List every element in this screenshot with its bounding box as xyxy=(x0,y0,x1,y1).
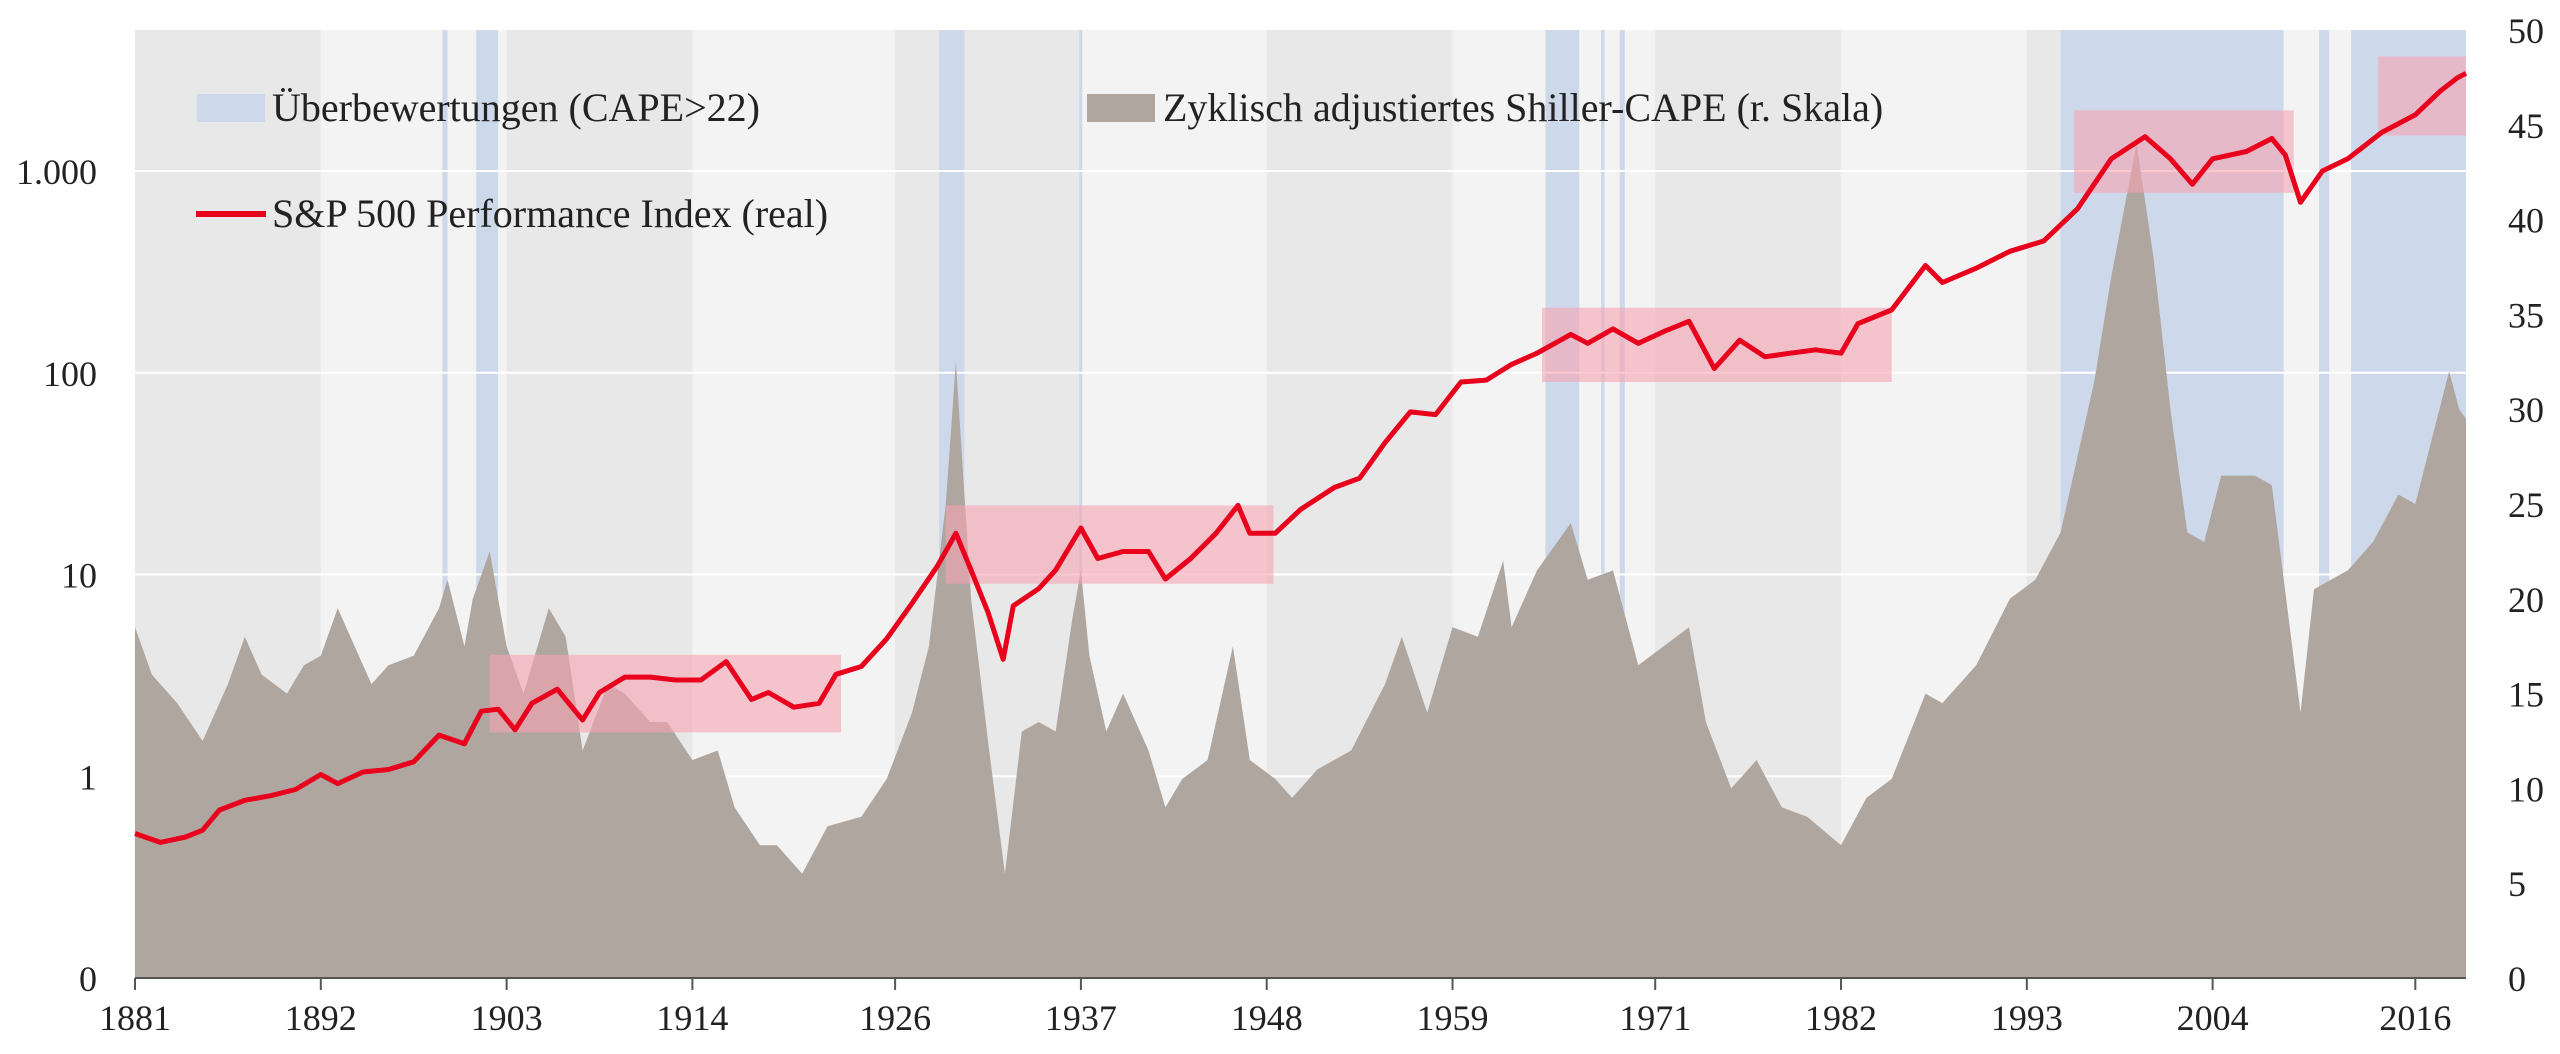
x-tick-label: 2016 xyxy=(2379,998,2451,1038)
sp500-series xyxy=(134,71,2468,845)
legend-swatch-cape xyxy=(1087,94,1155,122)
right-tick-label: 10 xyxy=(2508,769,2544,809)
cape-series xyxy=(135,143,2466,979)
overvaluation-band xyxy=(1619,30,1625,978)
cape-area xyxy=(135,143,2466,979)
legend-label-overvaluation: Überbewertungen (CAPE>22) xyxy=(272,85,760,130)
right-tick-label: 0 xyxy=(2508,959,2526,999)
x-tick-label: 2004 xyxy=(2177,998,2249,1038)
left-tick-label: 1 xyxy=(79,757,97,797)
legend: Überbewertungen (CAPE>22) Zyklisch adjus… xyxy=(196,85,1883,236)
right-tick-label: 30 xyxy=(2508,390,2544,430)
right-tick-label: 20 xyxy=(2508,580,2544,620)
left-tick-label: 0 xyxy=(79,959,97,999)
x-tick-label: 1971 xyxy=(1619,998,1691,1038)
left-tick-label: 1.000 xyxy=(16,152,97,192)
sideways-phase-box xyxy=(2378,56,2466,136)
left-tick-label: 100 xyxy=(43,354,97,394)
sideways-phase-boxes xyxy=(489,56,2466,733)
x-tick-label: 1993 xyxy=(1991,998,2063,1038)
legend-swatch-overvaluation xyxy=(197,94,265,122)
right-tick-label: 15 xyxy=(2508,675,2544,715)
overvaluation-band xyxy=(2319,30,2330,978)
sideways-phase-box xyxy=(2074,110,2294,193)
right-tick-label: 45 xyxy=(2508,106,2544,146)
right-tick-label: 50 xyxy=(2508,11,2544,51)
x-tick-label: 1914 xyxy=(656,998,728,1038)
right-tick-label: 5 xyxy=(2508,864,2526,904)
sideways-phase-box xyxy=(945,505,1274,584)
axes: 1881 1892 1903 1914 1926 1937 1948 1959 1971 1982… xyxy=(16,11,2544,1038)
right-tick-label: 35 xyxy=(2508,295,2544,335)
x-tick-label: 1903 xyxy=(471,998,543,1038)
right-tick-label: 40 xyxy=(2508,201,2544,241)
x-tick-label: 1959 xyxy=(1417,998,1489,1038)
overvaluation-band xyxy=(1079,30,1083,978)
right-tick-label: 25 xyxy=(2508,485,2544,525)
x-tick-label: 1982 xyxy=(1805,998,1877,1038)
x-tick-label: 1937 xyxy=(1045,998,1117,1038)
x-tick-label: 1926 xyxy=(859,998,931,1038)
sideways-phase-box xyxy=(1542,307,1892,382)
legend-label-sp500: S&P 500 Performance Index (real) xyxy=(272,191,828,236)
overvaluation-band xyxy=(442,30,448,978)
sideways-phase-box xyxy=(489,654,842,733)
overvaluation-band xyxy=(1601,30,1605,978)
x-tick-label: 1948 xyxy=(1231,998,1303,1038)
x-tick-label: 1892 xyxy=(285,998,357,1038)
sp500-line xyxy=(134,71,2468,845)
x-tick-label: 1881 xyxy=(99,998,171,1038)
left-tick-label: 10 xyxy=(61,556,97,596)
legend-label-cape: Zyklisch adjustiertes Shiller-CAPE (r. S… xyxy=(1163,85,1883,130)
